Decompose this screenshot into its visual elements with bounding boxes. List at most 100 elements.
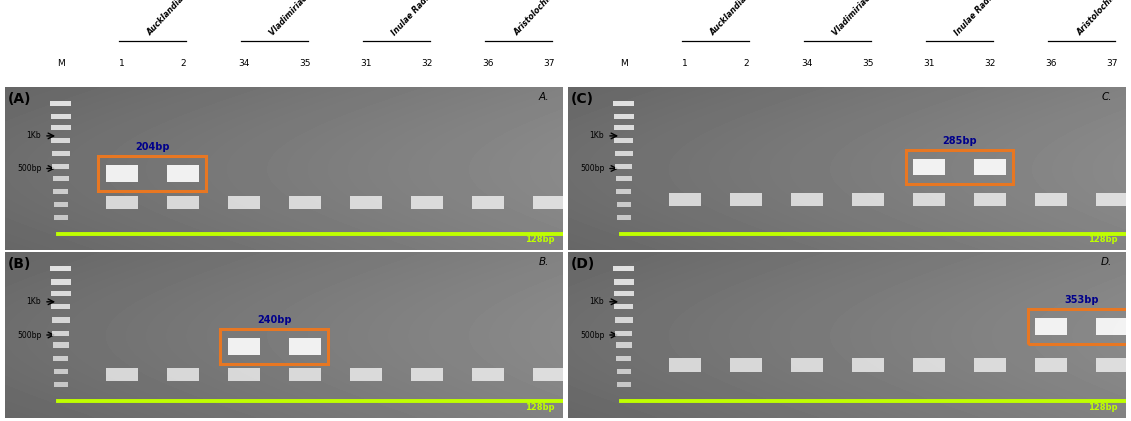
Bar — [729, 193, 762, 206]
Bar — [288, 196, 321, 209]
Text: (A): (A) — [8, 92, 32, 106]
Bar — [1096, 193, 1129, 206]
Bar — [52, 164, 69, 170]
Text: 1Kb: 1Kb — [589, 297, 604, 306]
Text: 353bp: 353bp — [1064, 295, 1099, 305]
Text: 128bp: 128bp — [1088, 235, 1117, 244]
Bar — [614, 304, 633, 309]
Bar — [349, 368, 382, 381]
Bar — [616, 202, 631, 207]
Text: 35: 35 — [300, 59, 311, 69]
Bar — [53, 369, 68, 374]
Text: 1Kb: 1Kb — [589, 131, 604, 140]
Text: Vladimiriae Radix: Vladimiriae Radix — [268, 0, 328, 37]
Text: 35: 35 — [862, 59, 873, 69]
Bar — [618, 215, 631, 220]
Bar — [227, 196, 260, 209]
Bar — [913, 159, 946, 175]
Text: (B): (B) — [8, 257, 32, 271]
Bar — [614, 125, 633, 131]
Text: 204bp: 204bp — [135, 142, 170, 152]
Text: 1Kb: 1Kb — [27, 297, 41, 306]
Bar — [614, 279, 634, 285]
Bar — [166, 196, 199, 209]
Bar — [615, 176, 632, 181]
Bar — [614, 138, 633, 144]
Text: 285bp: 285bp — [942, 136, 977, 146]
Text: Aristolochiae Radix: Aristolochiae Radix — [512, 0, 578, 37]
Bar — [852, 358, 884, 371]
Bar — [729, 358, 762, 371]
Bar — [616, 369, 631, 374]
Bar — [668, 358, 701, 371]
Bar — [615, 151, 632, 157]
Bar — [913, 193, 946, 206]
Bar — [52, 151, 70, 157]
Bar — [1028, 309, 1131, 344]
Bar — [288, 368, 321, 381]
Bar — [533, 196, 566, 209]
Bar — [615, 342, 632, 348]
Bar — [411, 368, 443, 381]
Text: 500bp: 500bp — [17, 164, 41, 173]
Text: 1Kb: 1Kb — [27, 131, 41, 140]
Bar — [613, 101, 634, 106]
Bar — [166, 368, 199, 381]
Text: 500bp: 500bp — [580, 164, 604, 173]
Text: C.: C. — [1102, 92, 1112, 102]
Text: 1: 1 — [682, 59, 688, 69]
Text: Inulae Radix: Inulae Radix — [953, 0, 998, 37]
Text: B.: B. — [538, 257, 549, 267]
Bar — [613, 266, 634, 271]
Bar — [614, 114, 634, 119]
Text: 36: 36 — [482, 59, 494, 69]
Bar — [51, 114, 71, 119]
Bar — [288, 338, 321, 355]
Bar — [974, 193, 1007, 206]
Bar — [50, 266, 71, 271]
Text: D.: D. — [1100, 257, 1112, 267]
Text: 2: 2 — [180, 59, 185, 69]
Text: 36: 36 — [1045, 59, 1056, 69]
Bar — [791, 358, 823, 371]
Bar — [54, 382, 68, 387]
Text: 128bp: 128bp — [1088, 403, 1117, 412]
Text: 128bp: 128bp — [525, 403, 554, 412]
Bar — [1035, 193, 1068, 206]
Text: (D): (D) — [571, 257, 595, 271]
Bar — [51, 125, 70, 131]
Text: Aristolochiae Radix: Aristolochiae Radix — [1074, 0, 1131, 37]
Bar — [1096, 358, 1129, 371]
Bar — [52, 304, 70, 309]
Text: Inulae Radix: Inulae Radix — [390, 0, 434, 37]
Bar — [852, 193, 884, 206]
Bar — [53, 189, 69, 194]
Bar — [615, 317, 632, 323]
Bar — [618, 382, 631, 387]
Bar — [105, 196, 138, 209]
Bar — [53, 342, 69, 348]
Bar — [906, 150, 1013, 184]
Bar — [349, 196, 382, 209]
Text: 500bp: 500bp — [17, 330, 41, 339]
Text: M: M — [57, 59, 64, 69]
Bar — [1035, 358, 1068, 371]
Text: 34: 34 — [801, 59, 812, 69]
Text: 1: 1 — [119, 59, 124, 69]
Text: Vladimiriae Radix: Vladimiriae Radix — [831, 0, 891, 37]
Bar — [974, 159, 1007, 175]
Text: 37: 37 — [543, 59, 555, 69]
Text: 34: 34 — [239, 59, 250, 69]
Bar — [221, 329, 328, 364]
Bar — [52, 317, 70, 323]
Bar — [615, 330, 632, 336]
Bar — [51, 291, 70, 296]
Text: 31: 31 — [360, 59, 372, 69]
Text: 32: 32 — [984, 59, 995, 69]
Bar — [791, 193, 823, 206]
Bar — [54, 215, 68, 220]
Bar — [616, 356, 631, 361]
Bar — [533, 368, 566, 381]
Text: 500bp: 500bp — [580, 330, 604, 339]
Bar — [52, 330, 69, 336]
